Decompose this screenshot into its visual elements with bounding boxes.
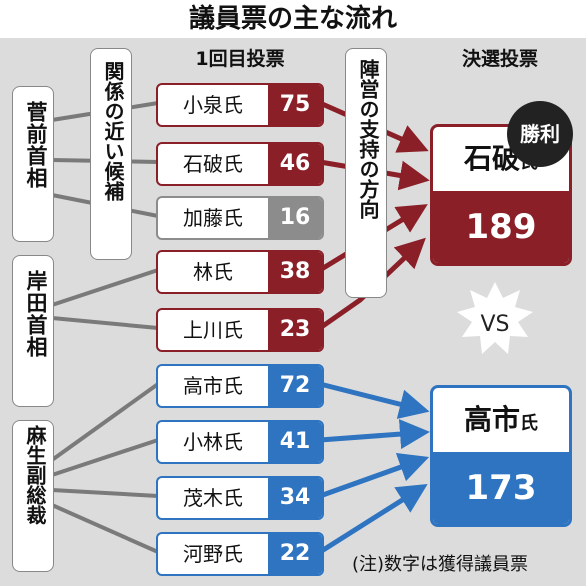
candidate-votes: 38	[268, 252, 322, 292]
candidate-kamikawa: 上川氏 23	[156, 308, 324, 352]
faction-aso: 麻生副総裁	[23, 425, 47, 525]
link-kishida-hayashi	[51, 268, 159, 307]
candidate-votes: 34	[268, 478, 322, 518]
candidate-name: 河野氏	[183, 542, 243, 566]
candidate-name: 小泉氏	[183, 93, 243, 117]
candidate-kato: 加藤氏 16	[156, 196, 324, 240]
candidate-motegi: 茂木氏 34	[156, 476, 324, 520]
finalist-takaichi: 高市氏 173	[430, 385, 572, 527]
finalist-votes: 173	[433, 452, 569, 524]
candidate-ishiba: 石破氏 46	[156, 142, 324, 186]
link-aso-takaichi	[50, 382, 160, 462]
candidate-votes: 23	[268, 310, 322, 350]
camp-support-box: 陣営の支持の方向	[345, 48, 387, 298]
faction-box-aso: 麻生副総裁	[12, 420, 54, 572]
header-runoff: 決選投票	[461, 48, 538, 70]
finalist-name: 高市氏	[463, 403, 538, 436]
arrow-takaichi-takaichi	[319, 381, 430, 419]
diagram-title: 議員票の主な流れ	[188, 4, 397, 34]
candidate-name: 高市氏	[183, 374, 243, 398]
candidate-votes: 46	[268, 144, 322, 184]
candidate-kono: 河野氏 22	[156, 532, 324, 576]
candidate-name: 茂木氏	[183, 486, 243, 510]
faction-kishida: 岸田首相	[24, 270, 48, 358]
candidate-name: 石破氏	[183, 152, 243, 176]
related-candidates-box: 関係の近い候補	[90, 48, 132, 260]
candidate-name: 上川氏	[183, 318, 243, 342]
faction-box-suga: 菅前首相	[12, 86, 54, 242]
candidate-votes: 72	[268, 366, 322, 406]
candidate-name: 小林氏	[183, 430, 243, 454]
candidate-votes: 16	[268, 198, 322, 238]
related-candidates-label: 関係の近い候補	[101, 61, 125, 201]
candidate-votes: 41	[268, 422, 322, 462]
vs-label: VS	[480, 312, 510, 337]
winner-badge: 勝利	[507, 101, 573, 167]
candidate-koizumi: 小泉氏 75	[156, 83, 324, 127]
header-first-round: 1回目投票	[195, 48, 285, 70]
candidate-takaichi: 高市氏 72	[156, 364, 324, 408]
link-kishida-kamikawa	[51, 316, 159, 330]
candidate-hayashi: 林氏 38	[156, 250, 324, 294]
footnote: (注)数字は獲得議員票	[352, 554, 529, 575]
faction-suga: 菅前首相	[24, 101, 48, 189]
vs-burst	[457, 282, 533, 354]
arrow-kobayashi-takaichi	[319, 419, 430, 450]
arrow-motegi-takaichi	[319, 452, 430, 499]
link-aso-motegi	[51, 488, 159, 498]
link-aso-kobayashi	[51, 438, 159, 477]
arrow-kono-takaichi	[318, 483, 428, 555]
candidate-kobayashi: 小林氏 41	[156, 420, 324, 464]
camp-support-label: 陣営の支持の方向	[356, 59, 380, 219]
link-aso-kono	[51, 503, 159, 554]
finalist-votes: 189	[433, 191, 569, 263]
faction-box-kishida: 岸田首相	[12, 255, 54, 407]
candidate-votes: 22	[268, 534, 322, 574]
candidate-name: 林氏	[193, 260, 233, 284]
arrow-kamikawa-ishiba	[318, 237, 426, 331]
candidate-name: 加藤氏	[183, 206, 243, 230]
candidate-votes: 75	[268, 85, 322, 125]
